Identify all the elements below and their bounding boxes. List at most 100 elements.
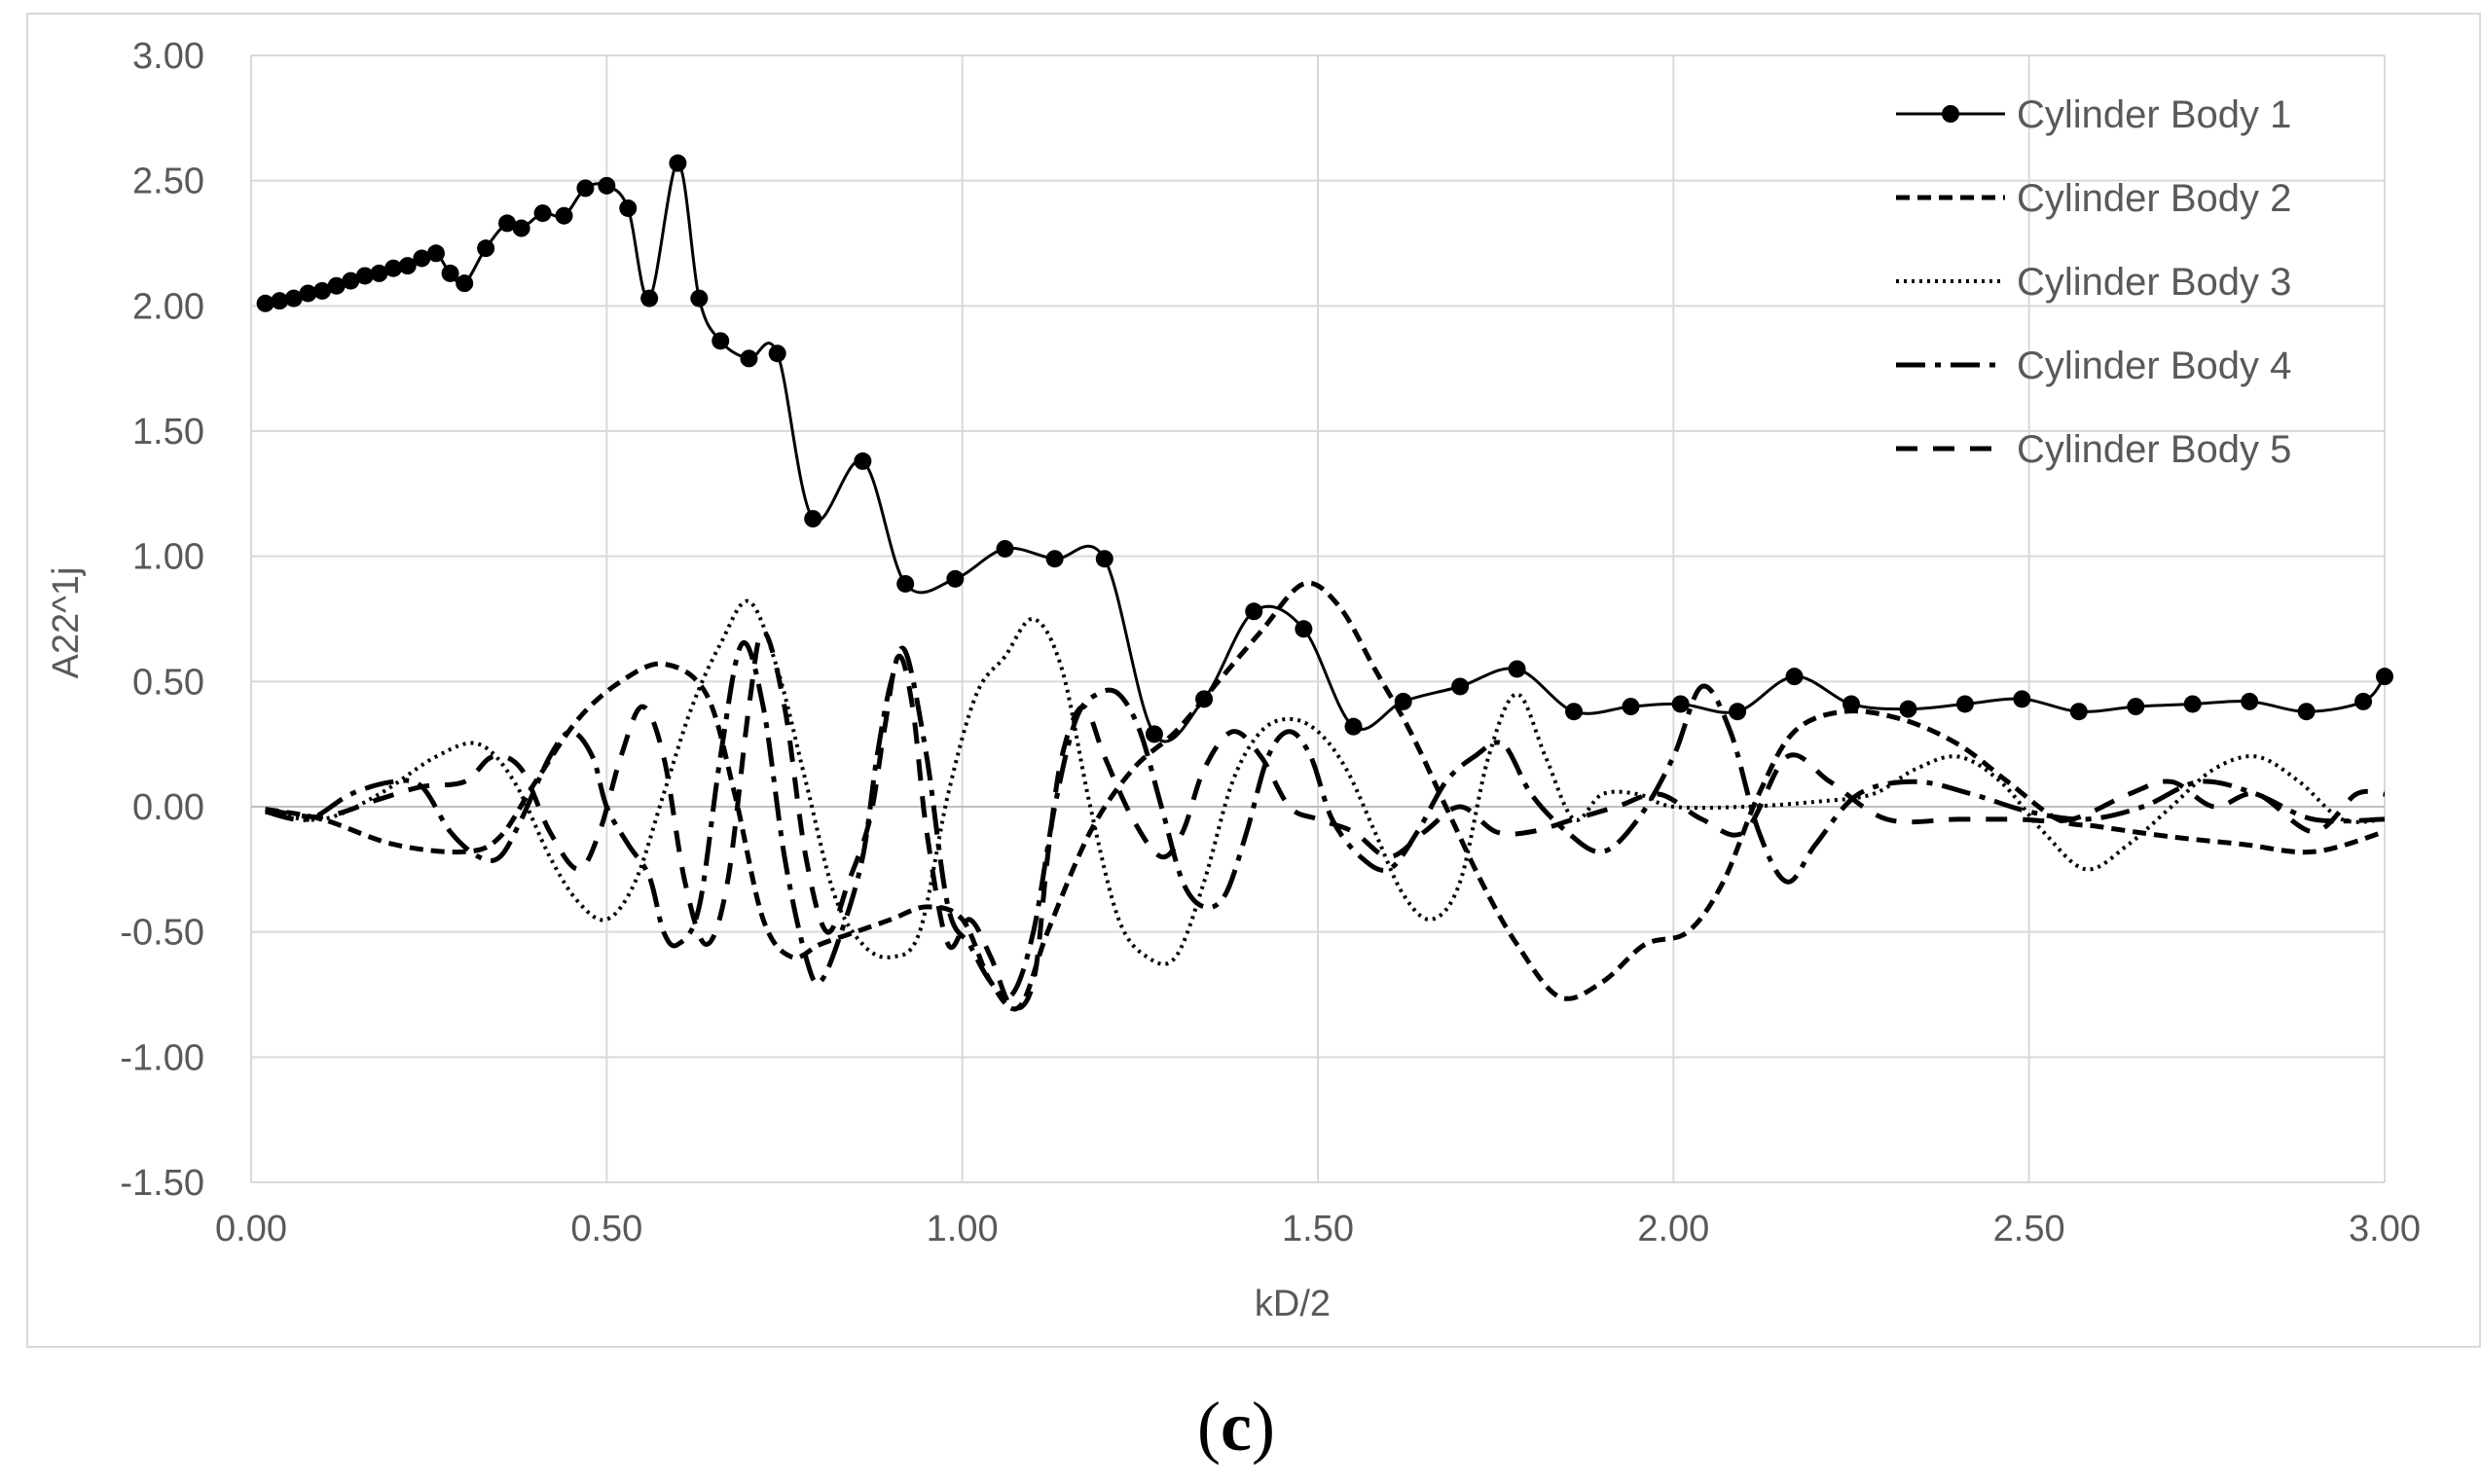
- data-point: [313, 281, 332, 300]
- x-tick-label: 1.00: [927, 1209, 999, 1249]
- data-point: [2354, 692, 2373, 710]
- tick-labels: -1.50 -1.00 -0.50 0.00 0.50 1.00 1.50 2.00 2.50 3…: [120, 36, 2421, 1249]
- data-point: [2013, 690, 2031, 708]
- data-point: [413, 249, 431, 268]
- data-point: [640, 289, 659, 308]
- data-point: [619, 199, 638, 217]
- data-point: [1622, 698, 1640, 716]
- series-group: [256, 154, 2393, 1012]
- data-point: [1508, 660, 1526, 678]
- series-line: [265, 580, 2386, 1012]
- data-point: [1451, 677, 1470, 696]
- gridlines: [250, 54, 2386, 1183]
- x-tick-label: 0.50: [570, 1209, 642, 1249]
- data-point: [768, 344, 786, 363]
- data-point: [555, 206, 573, 225]
- legend-item: Cylinder Body 5: [1896, 428, 2291, 471]
- data-point: [1955, 695, 1974, 713]
- data-point: [1899, 700, 1917, 718]
- data-point: [996, 539, 1014, 558]
- data-point: [299, 284, 317, 303]
- data-point: [2241, 692, 2259, 710]
- data-point: [711, 332, 730, 350]
- data-point: [1671, 695, 1690, 713]
- data-point: [477, 239, 495, 258]
- x-tick-label: 3.00: [2349, 1209, 2421, 1249]
- series-3: [265, 598, 2386, 966]
- x-tick-label: 2.00: [1637, 1209, 1709, 1249]
- legend-item: Cylinder Body 3: [1896, 261, 2291, 304]
- x-axis-title: kD/2: [1255, 1284, 1331, 1324]
- x-tick-label: 1.50: [1282, 1209, 1354, 1249]
- data-point: [441, 264, 459, 282]
- data-point: [1785, 668, 1804, 686]
- data-point: [1145, 725, 1163, 743]
- legend-item: Cylinder Body 1: [1896, 93, 2291, 136]
- series-line: [265, 629, 2386, 1011]
- series-line: [265, 598, 2386, 966]
- data-point: [498, 214, 517, 233]
- data-point: [2127, 698, 2145, 716]
- data-point: [256, 294, 274, 312]
- y-tick-label: 2.00: [132, 286, 204, 327]
- y-axis-title: A22^1j: [46, 566, 87, 678]
- series-1: [256, 154, 2393, 743]
- panel-label: (c): [1197, 1388, 1275, 1466]
- data-point: [2297, 703, 2316, 721]
- data-point: [384, 259, 403, 277]
- data-point: [598, 176, 616, 195]
- series-5: [265, 629, 2386, 1011]
- series-2: [265, 580, 2386, 1012]
- y-tick-label: -1.50: [120, 1163, 204, 1204]
- data-point: [1095, 550, 1113, 568]
- data-point: [284, 289, 303, 308]
- data-point: [946, 569, 965, 588]
- data-point: [355, 267, 374, 285]
- data-point: [271, 292, 289, 310]
- data-point: [740, 349, 758, 368]
- x-tick-label: 2.50: [1993, 1209, 2065, 1249]
- data-point: [1565, 703, 1584, 721]
- legend-marker: [1942, 105, 1959, 123]
- data-point: [370, 264, 388, 282]
- legend-label: Cylinder Body 1: [2017, 93, 2291, 136]
- data-point: [2183, 695, 2202, 713]
- x-tick-label: 0.00: [215, 1209, 287, 1249]
- data-point: [2376, 668, 2393, 686]
- legend-label: Cylinder Body 3: [2017, 261, 2291, 304]
- data-point: [1344, 717, 1363, 736]
- data-point: [533, 204, 552, 223]
- data-point: [2069, 703, 2088, 721]
- series-line: [265, 639, 2386, 1000]
- data-point: [1245, 602, 1263, 621]
- legend: Cylinder Body 1 Cylinder Body 2 Cylinder B…: [1896, 93, 2291, 471]
- data-point: [576, 179, 595, 198]
- data-point: [1045, 550, 1064, 568]
- data-point: [398, 257, 417, 275]
- y-tick-label: 2.50: [132, 162, 204, 202]
- legend-label: Cylinder Body 4: [2017, 344, 2291, 387]
- data-point: [426, 244, 445, 263]
- data-point: [669, 154, 687, 172]
- data-point: [1295, 620, 1313, 638]
- legend-item: Cylinder Body 2: [1896, 177, 2291, 220]
- data-point: [854, 452, 872, 470]
- legend-label: Cylinder Body 5: [2017, 428, 2291, 471]
- y-tick-label: 1.50: [132, 412, 204, 452]
- y-tick-label: 0.00: [132, 787, 204, 828]
- legend-label: Cylinder Body 2: [2017, 177, 2291, 220]
- data-point: [342, 271, 360, 290]
- data-point: [512, 219, 530, 237]
- legend-item: Cylinder Body 4: [1896, 344, 2291, 387]
- y-tick-label: -0.50: [120, 913, 204, 954]
- chart-frame: [26, 13, 2481, 1348]
- data-point: [1843, 695, 1860, 713]
- data-point: [456, 274, 474, 293]
- data-point: [690, 289, 709, 308]
- data-point: [896, 574, 915, 593]
- data-point: [1729, 703, 1747, 721]
- y-tick-label: 1.00: [132, 537, 204, 578]
- y-tick-label: 0.50: [132, 662, 204, 703]
